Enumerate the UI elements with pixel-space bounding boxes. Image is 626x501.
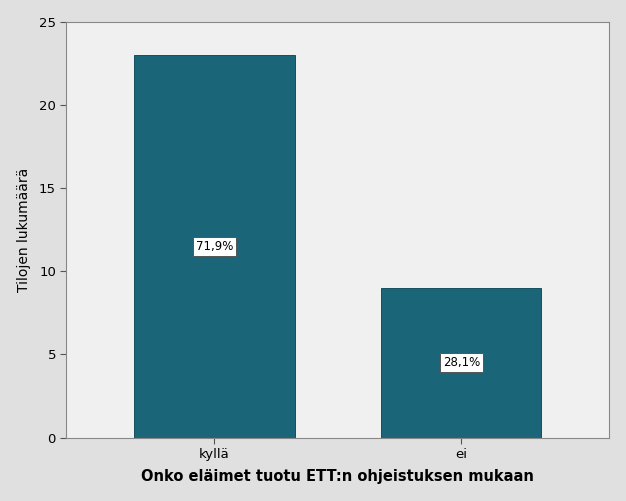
Y-axis label: Tilojen lukumäärä: Tilojen lukumäärä — [17, 167, 31, 292]
Bar — [381, 288, 541, 437]
Bar — [135, 55, 295, 437]
Text: 71,9%: 71,9% — [196, 240, 233, 253]
Text: 28,1%: 28,1% — [443, 356, 480, 369]
X-axis label: Onko eläimet tuotu ETT:n ohjeistuksen mukaan: Onko eläimet tuotu ETT:n ohjeistuksen mu… — [141, 469, 535, 484]
